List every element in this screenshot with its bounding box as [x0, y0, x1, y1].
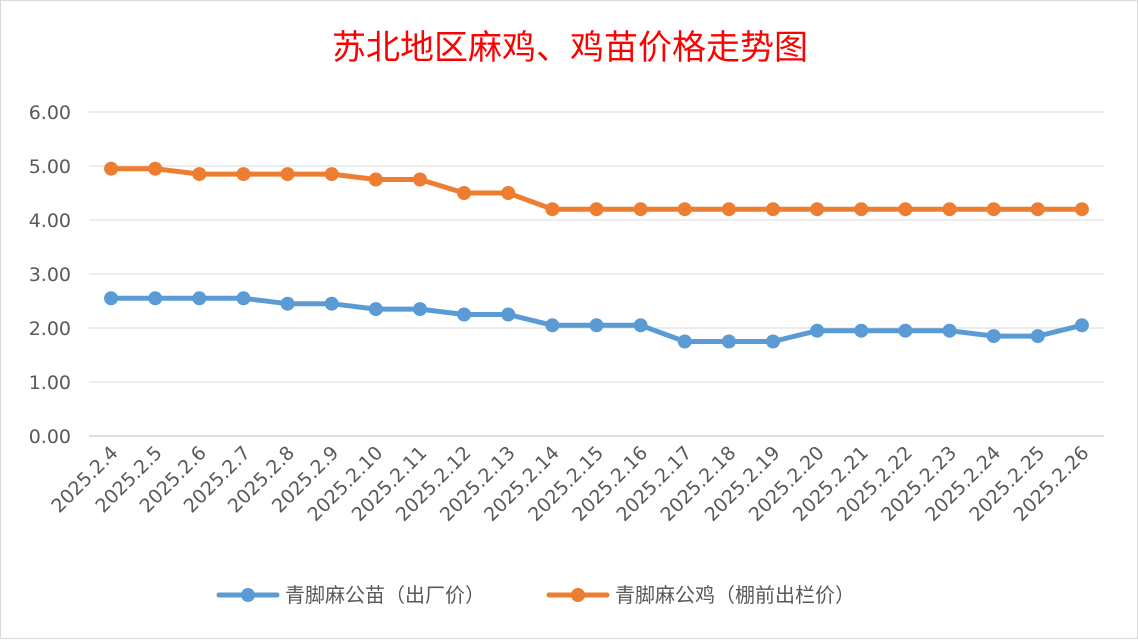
data-point [148, 161, 163, 176]
x-axis-ticks: 2025.2.42025.2.52025.2.62025.2.72025.2.8… [47, 442, 1093, 526]
data-point [368, 302, 383, 317]
data-point [766, 334, 781, 349]
data-point [545, 318, 560, 333]
data-point [412, 172, 427, 187]
data-point [633, 318, 648, 333]
data-point [324, 296, 339, 311]
data-point [721, 202, 736, 217]
data-point [192, 167, 207, 182]
data-point [589, 202, 604, 217]
data-point [1030, 329, 1045, 344]
y-tick-label: 4.00 [29, 210, 71, 232]
data-point [766, 202, 781, 217]
data-point [1074, 318, 1089, 333]
data-point [104, 291, 119, 306]
y-tick-label: 6.00 [29, 102, 71, 124]
series-group [104, 291, 1089, 349]
y-tick-label: 5.00 [29, 156, 71, 178]
data-point [942, 323, 957, 338]
data-point [148, 291, 163, 306]
series-group [104, 161, 1089, 217]
data-point [324, 167, 339, 182]
data-point [986, 329, 1001, 344]
data-point [633, 202, 648, 217]
data-point [986, 202, 1001, 217]
gridlines [89, 111, 1104, 437]
data-point [236, 167, 251, 182]
data-point [942, 202, 957, 217]
legend: 青脚麻公苗（出厂价） 青脚麻公鸡（棚前出栏价） [216, 583, 855, 607]
data-point [1030, 202, 1045, 217]
data-point [898, 202, 913, 217]
legend-label: 青脚麻公鸡（棚前出栏价） [615, 583, 855, 607]
data-point [810, 323, 825, 338]
data-point [457, 186, 472, 200]
data-point [589, 318, 604, 333]
y-axis-ticks: 0.00 1.00 2.00 3.00 4.00 5.00 6.00 [29, 102, 71, 448]
legend-marker [571, 588, 585, 602]
data-point [721, 334, 736, 349]
data-point [368, 172, 383, 187]
y-tick-label: 1.00 [29, 372, 71, 394]
y-tick-label: 3.00 [29, 264, 71, 286]
data-point [236, 291, 251, 306]
legend-marker [241, 588, 255, 602]
data-point [457, 307, 472, 322]
data-point [545, 202, 560, 217]
data-point [854, 202, 869, 217]
series-lines [104, 161, 1089, 349]
data-point [677, 202, 692, 217]
data-point [677, 334, 692, 349]
data-point [501, 186, 516, 200]
data-point [280, 167, 295, 182]
data-point [412, 302, 427, 317]
chart-title: 苏北地区麻鸡、鸡苗价格走势图 [332, 28, 808, 68]
data-point [104, 161, 119, 176]
data-point [1074, 202, 1089, 217]
data-point [501, 307, 516, 322]
data-point [810, 202, 825, 217]
legend-label: 青脚麻公苗（出厂价） [285, 583, 485, 607]
data-point [280, 296, 295, 311]
data-point [854, 323, 869, 338]
y-tick-label: 0.00 [29, 426, 71, 448]
data-point [898, 323, 913, 338]
y-tick-label: 2.00 [29, 318, 71, 340]
data-point [192, 291, 207, 306]
